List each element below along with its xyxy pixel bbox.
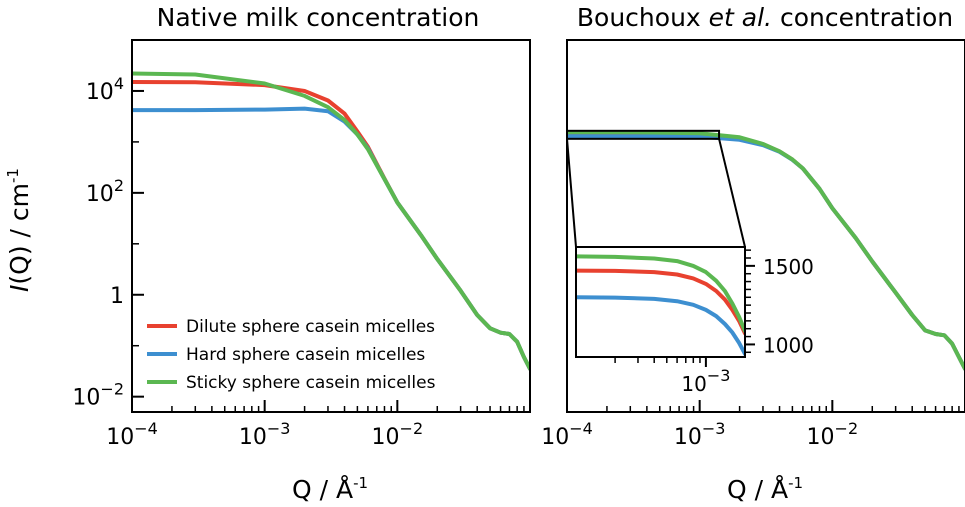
- y-tick-label-exp: 2: [114, 176, 124, 195]
- inset-y-tick-label: 1500: [763, 255, 814, 279]
- x-tick-label-exp: −3: [702, 419, 726, 438]
- x-tick-label-base: 10: [674, 425, 702, 450]
- x-tick-label: 10−4: [541, 419, 593, 450]
- x-tick-label-exp: −4: [569, 419, 593, 438]
- x-tick-label: 10−3: [674, 419, 726, 450]
- y-tick-label: 10−2: [72, 380, 124, 411]
- right-panel-title: Bouchoux et al. concentration: [577, 3, 953, 32]
- inset-x-tick-label-exp: −3: [707, 366, 731, 385]
- y-axis-label: I(Q) / cm-1: [4, 168, 34, 292]
- y-tick-label: 104: [86, 74, 124, 105]
- inset-background: [576, 247, 745, 357]
- left-panel-title: Native milk concentration: [157, 3, 480, 32]
- series-line-2: [132, 71, 530, 371]
- inset-y-tick-label: 1000: [763, 333, 814, 357]
- legend-label-dilute: Dilute sphere casein micelles: [186, 317, 435, 337]
- legend-label-sticky: Sticky sphere casein micelles: [186, 373, 436, 393]
- legend: Dilute sphere casein micelles Hard spher…: [147, 317, 436, 393]
- x-tick-label: 10−2: [807, 419, 859, 450]
- series-group: [132, 71, 530, 371]
- y-tick-label: 1: [110, 284, 124, 309]
- zoom-region-rect: [566, 129, 721, 140]
- inset-series-line-1: [576, 295, 745, 356]
- x-tick-label-exp: −3: [267, 419, 291, 438]
- legend-label-hard: Hard sphere casein micelles: [186, 345, 425, 365]
- right-x-axis-label: Q / Å-1: [727, 474, 803, 504]
- x-tick-label-exp: −2: [835, 419, 859, 438]
- y-tick-label-base: 1: [110, 284, 124, 309]
- y-tick-label-exp: −2: [100, 380, 124, 399]
- plot-frame: [131, 39, 531, 413]
- x-tick-label-base: 10: [372, 425, 400, 450]
- inset-series-line-0: [576, 268, 745, 336]
- inset-x-tick-label-base: 10: [681, 372, 706, 396]
- x-tick-label: 10−4: [106, 419, 158, 450]
- inset-frame: [575, 246, 746, 358]
- x-tick-label-base: 10: [239, 425, 267, 450]
- x-tick-label: 10−2: [372, 419, 424, 450]
- x-tick-label-base: 10: [807, 425, 835, 450]
- x-tick-label: 10−3: [239, 419, 291, 450]
- y-tick-label-exp: 4: [114, 74, 124, 93]
- inset-connector-right: [718, 138, 746, 248]
- series-line-2: [567, 130, 965, 371]
- inset-series-group: [576, 254, 745, 356]
- x-tick-label-exp: −2: [400, 419, 424, 438]
- series-group: [567, 130, 965, 371]
- inset-connector-left: [566, 138, 577, 248]
- inset-x-tick-label: 10−3: [681, 366, 730, 396]
- y-tick-label-base: 10: [86, 80, 114, 105]
- x-tick-label-base: 10: [541, 425, 569, 450]
- y-tick-label-base: 10: [86, 182, 114, 207]
- x-tick-label-base: 10: [106, 425, 134, 450]
- left-x-axis-label: Q / Å-1: [292, 474, 368, 504]
- y-tick-label: 102: [86, 176, 124, 207]
- x-tick-label-exp: −4: [134, 419, 158, 438]
- inset-series-line-2: [576, 254, 745, 334]
- y-tick-label-base: 10: [72, 386, 100, 411]
- plot-frame: [566, 39, 965, 413]
